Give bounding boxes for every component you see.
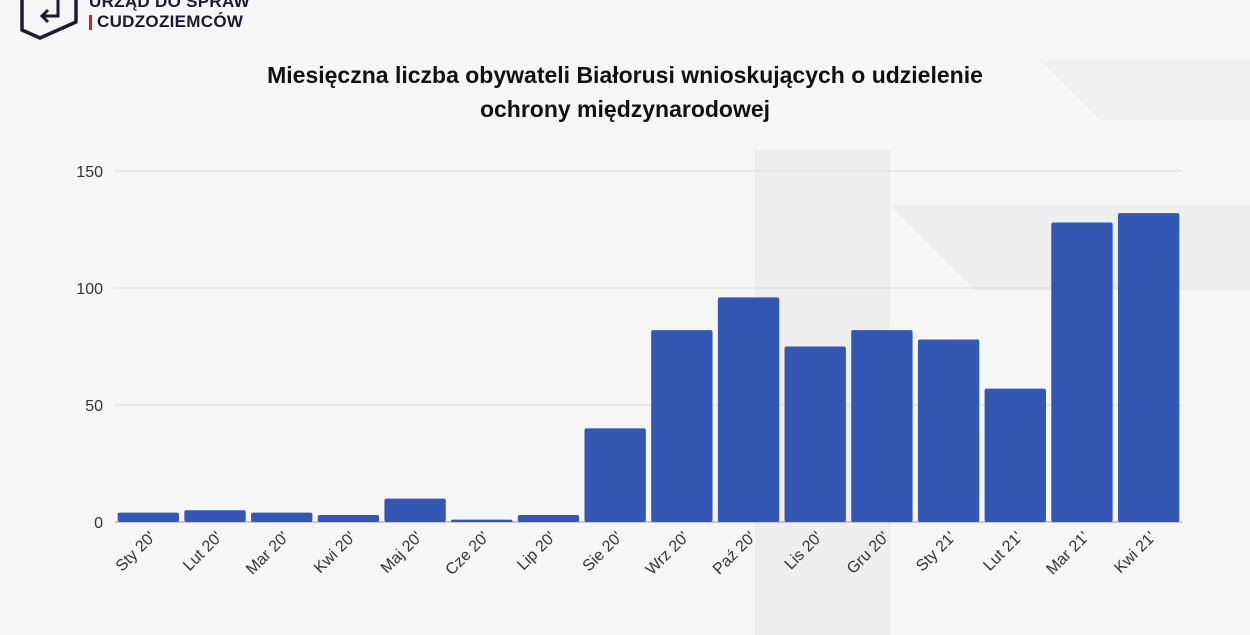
bar — [1117, 213, 1180, 522]
x-tick-label: Kwi 21' — [1111, 529, 1159, 577]
x-tick-label: Sie 20' — [580, 529, 626, 575]
bar — [784, 346, 846, 522]
x-tick-label: Lut 21' — [980, 529, 1026, 575]
bar — [451, 519, 513, 522]
y-tick-label: 50 — [85, 398, 103, 415]
x-tick-label: Lip 20' — [514, 529, 559, 574]
bar — [117, 512, 180, 522]
x-tick-label: Mar 20' — [243, 529, 292, 578]
x-tick-label: Mar 21' — [1043, 529, 1092, 578]
x-tick-label: Lis 20' — [782, 529, 826, 573]
x-tick-label: Paź 20' — [710, 529, 759, 578]
chart-title: Miesięczna liczba obywateli Białorusi wn… — [125, 58, 1125, 126]
bar — [317, 514, 380, 522]
x-tick-label: Maj 20' — [378, 529, 426, 577]
bar — [1051, 222, 1113, 523]
x-tick-label: Kwi 20' — [311, 529, 359, 577]
chart-title-line2: ochrony międzynarodowej — [479, 96, 771, 122]
office-logo-icon — [20, 0, 78, 40]
bar — [251, 512, 313, 522]
x-tick-label: Wrz 20' — [643, 529, 693, 579]
y-tick-label: 150 — [76, 164, 103, 181]
logo-text-line2: CUDZOZIEMCÓW — [89, 12, 243, 32]
logo: URZĄD DO SPRAW CUDZOZIEMCÓW — [14, 0, 314, 46]
logo-text-line1: URZĄD DO SPRAW — [89, 0, 250, 11]
bar — [851, 330, 913, 522]
bar — [517, 514, 580, 522]
bar — [584, 428, 646, 522]
chart-title-line1: Miesięczna liczba obywateli Białorusi wn… — [267, 62, 983, 88]
y-tick-label: 0 — [94, 515, 103, 532]
x-tick-label: Gru 20' — [844, 529, 893, 578]
bar — [717, 297, 780, 522]
y-tick-label: 100 — [76, 281, 103, 298]
bar — [651, 330, 713, 522]
bar — [917, 339, 980, 522]
x-tick-label: Sty 20' — [113, 529, 159, 575]
bar — [984, 388, 1046, 522]
x-tick-label: Cze 20' — [443, 529, 493, 579]
bar — [384, 498, 446, 522]
x-tick-label: Lut 20' — [180, 529, 226, 575]
x-tick-label: Sty 21' — [913, 529, 959, 575]
bar — [184, 510, 246, 522]
